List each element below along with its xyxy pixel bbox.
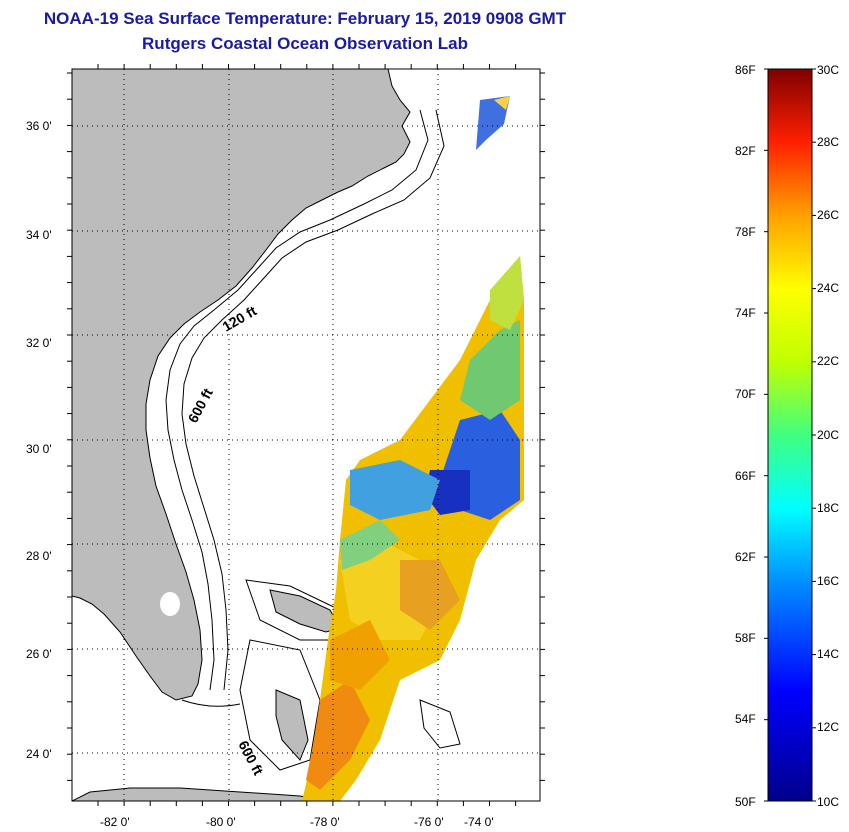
lat-label-34: 34 0': [26, 228, 52, 242]
lon-label-76: -76 0': [414, 815, 444, 829]
c-label-24: 24C: [817, 281, 839, 295]
c-label-10: 10C: [817, 795, 839, 809]
land-andros: [275, 689, 309, 761]
c-label-14: 14C: [817, 647, 839, 661]
c-label-30: 30C: [817, 63, 839, 77]
lon-label-82: -82 0': [100, 815, 130, 829]
f-label-82: 82F: [735, 144, 756, 158]
f-label-66: 66F: [735, 469, 756, 483]
f-label-78: 78F: [735, 225, 756, 239]
f-label-58: 58F: [735, 631, 756, 645]
map-frame: [71, 68, 541, 802]
longitude-axis: -82 0' -80 0' -78 0' -76 0' -74 0': [100, 815, 494, 829]
lon-label-80: -80 0': [206, 815, 236, 829]
lat-label-30: 30 0': [26, 442, 52, 456]
graticule: [72, 69, 540, 801]
land-mainland: [72, 69, 411, 701]
contour-600ft: [181, 109, 445, 691]
c-label-20: 20C: [817, 428, 839, 442]
sst-swath: [302, 96, 524, 801]
c-label-22: 22C: [817, 354, 839, 368]
colorbar-gradient: [767, 68, 813, 802]
c-label-12: 12C: [817, 720, 839, 734]
lat-label-28: 28 0': [26, 549, 52, 563]
lat-label-26: 26 0': [26, 647, 52, 661]
bahamas-bank: [239, 639, 321, 771]
lon-label-78: -78 0': [310, 815, 340, 829]
c-label-26: 26C: [817, 208, 839, 222]
lat-label-24: 24 0': [26, 747, 52, 761]
colorbar-celsius-labels: 30C 28C 26C 24C 22C 20C 18C 16C 14C 12C …: [817, 63, 839, 809]
f-label-74: 74F: [735, 306, 756, 320]
lon-label-74: -74 0': [464, 815, 494, 829]
colorbar: 86F 82F 78F 74F 70F 66F 62F 58F 54F 50F …: [735, 63, 839, 809]
c-label-18: 18C: [817, 501, 839, 515]
bahamas-shelf: [419, 699, 461, 749]
latitude-axis: 36 0' 34 0' 32 0' 30 0' 28 0' 26 0' 24 0…: [26, 119, 52, 761]
florida-keys: [181, 699, 241, 707]
f-label-86: 86F: [735, 63, 756, 77]
f-label-62: 62F: [735, 550, 756, 564]
lat-label-32: 32 0': [26, 336, 52, 350]
lat-label-36: 36 0': [26, 119, 52, 133]
c-label-28: 28C: [817, 135, 839, 149]
map-subtitle: Rutgers Coastal Ocean Observation Lab: [142, 34, 468, 53]
lake-okeechobee: [160, 592, 180, 616]
f-label-70: 70F: [735, 387, 756, 401]
f-label-50: 50F: [735, 795, 756, 809]
colorbar-fahrenheit-labels: 86F 82F 78F 74F 70F 66F 62F 58F 54F 50F: [735, 63, 756, 809]
axis-ticks: [67, 64, 545, 806]
c-label-16: 16C: [817, 574, 839, 588]
map-title: NOAA-19 Sea Surface Temperature: Februar…: [43, 9, 567, 28]
f-label-54: 54F: [735, 712, 756, 726]
